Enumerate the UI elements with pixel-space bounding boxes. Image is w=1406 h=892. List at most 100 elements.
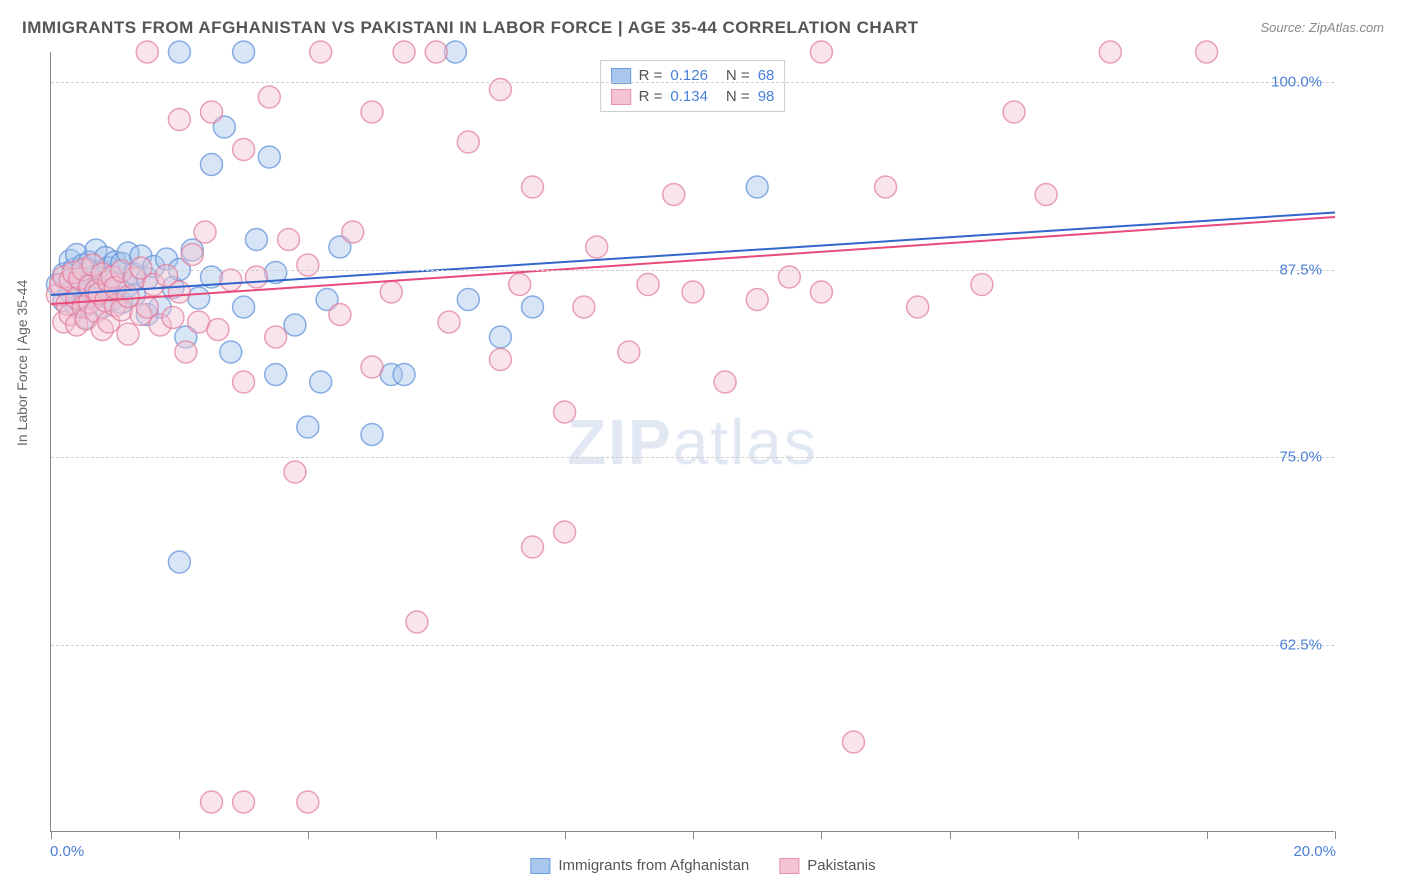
grid-line (51, 457, 1334, 458)
legend-item: Immigrants from Afghanistan (530, 857, 749, 874)
data-point-pakistanis (637, 274, 659, 296)
data-point-afghanistan (489, 326, 511, 348)
data-point-afghanistan (201, 154, 223, 176)
data-point-afghanistan (168, 41, 190, 63)
y-tick-label: 87.5% (1279, 261, 1322, 278)
data-point-pakistanis (522, 176, 544, 198)
x-tick (51, 831, 52, 839)
x-tick (436, 831, 437, 839)
data-point-pakistanis (310, 41, 332, 63)
data-point-pakistanis (258, 86, 280, 108)
data-point-pakistanis (843, 731, 865, 753)
data-point-pakistanis (361, 356, 383, 378)
data-point-pakistanis (746, 289, 768, 311)
data-point-pakistanis (907, 296, 929, 318)
data-point-afghanistan (168, 551, 190, 573)
data-point-afghanistan (245, 229, 267, 251)
legend-swatch (530, 858, 550, 874)
data-point-pakistanis (554, 401, 576, 423)
legend-n-value: 98 (758, 88, 775, 105)
data-point-afghanistan (284, 314, 306, 336)
data-point-pakistanis (586, 236, 608, 258)
data-point-pakistanis (457, 131, 479, 153)
grid-line (51, 645, 1334, 646)
data-point-afghanistan (522, 296, 544, 318)
data-point-pakistanis (1099, 41, 1121, 63)
data-point-pakistanis (168, 109, 190, 131)
data-point-pakistanis (875, 176, 897, 198)
legend-r-label: R = (639, 88, 663, 105)
data-point-afghanistan (457, 289, 479, 311)
data-point-pakistanis (284, 461, 306, 483)
data-point-pakistanis (361, 101, 383, 123)
data-point-pakistanis (1003, 101, 1025, 123)
data-point-pakistanis (168, 281, 190, 303)
legend-label: Immigrants from Afghanistan (558, 857, 749, 874)
x-tick (179, 831, 180, 839)
data-point-pakistanis (342, 221, 364, 243)
correlation-legend: R =0.126N =68R =0.134N =98 (600, 60, 786, 112)
data-point-pakistanis (618, 341, 640, 363)
legend-r-value: 0.134 (670, 88, 708, 105)
data-point-pakistanis (810, 41, 832, 63)
data-point-afghanistan (746, 176, 768, 198)
y-tick-label: 75.0% (1279, 449, 1322, 466)
legend-swatch (779, 858, 799, 874)
data-point-pakistanis (117, 323, 139, 345)
legend-n-label: N = (726, 88, 750, 105)
series-legend: Immigrants from Afghanistan Pakistanis (530, 857, 875, 874)
data-point-afghanistan (233, 41, 255, 63)
x-tick (1335, 831, 1336, 839)
source-attribution: Source: ZipAtlas.com (1260, 20, 1384, 35)
data-point-pakistanis (233, 371, 255, 393)
scatter-plot-svg (51, 52, 1334, 831)
data-point-afghanistan (393, 364, 415, 386)
plot-area: ZIPatlas R =0.126N =68R =0.134N =98 62.5… (50, 52, 1334, 832)
data-point-afghanistan (265, 364, 287, 386)
data-point-pakistanis (220, 269, 242, 291)
data-point-pakistanis (297, 791, 319, 813)
data-point-pakistanis (233, 791, 255, 813)
data-point-pakistanis (1035, 184, 1057, 206)
data-point-afghanistan (258, 146, 280, 168)
grid-line (51, 270, 1334, 271)
x-tick-label-end: 20.0% (1293, 843, 1336, 860)
data-point-pakistanis (406, 611, 428, 633)
chart-title: IMMIGRANTS FROM AFGHANISTAN VS PAKISTANI… (22, 18, 919, 38)
data-point-pakistanis (425, 41, 447, 63)
legend-swatch (611, 89, 631, 105)
legend-row: R = 0.134 N = 98 (611, 86, 775, 107)
data-point-pakistanis (1196, 41, 1218, 63)
data-point-pakistanis (573, 296, 595, 318)
x-tick (821, 831, 822, 839)
data-point-pakistanis (233, 139, 255, 161)
data-point-pakistanis (201, 101, 223, 123)
legend-item: Pakistanis (779, 857, 875, 874)
x-tick (1078, 831, 1079, 839)
data-point-pakistanis (971, 274, 993, 296)
data-point-pakistanis (509, 274, 531, 296)
data-point-pakistanis (380, 281, 402, 303)
data-point-pakistanis (265, 326, 287, 348)
data-point-pakistanis (554, 521, 576, 543)
data-point-pakistanis (810, 281, 832, 303)
data-point-pakistanis (194, 221, 216, 243)
x-tick (950, 831, 951, 839)
x-tick (308, 831, 309, 839)
data-point-pakistanis (278, 229, 300, 251)
y-tick-label: 62.5% (1279, 636, 1322, 653)
data-point-pakistanis (201, 791, 223, 813)
data-point-pakistanis (682, 281, 704, 303)
x-tick (565, 831, 566, 839)
data-point-pakistanis (181, 244, 203, 266)
data-point-afghanistan (310, 371, 332, 393)
data-point-pakistanis (438, 311, 460, 333)
data-point-afghanistan (233, 296, 255, 318)
y-tick-label: 100.0% (1271, 74, 1322, 91)
data-point-pakistanis (207, 319, 229, 341)
grid-line (51, 82, 1334, 83)
data-point-pakistanis (329, 304, 351, 326)
chart-container: IMMIGRANTS FROM AFGHANISTAN VS PAKISTANI… (0, 0, 1406, 892)
legend-label: Pakistanis (807, 857, 875, 874)
data-point-pakistanis (489, 349, 511, 371)
